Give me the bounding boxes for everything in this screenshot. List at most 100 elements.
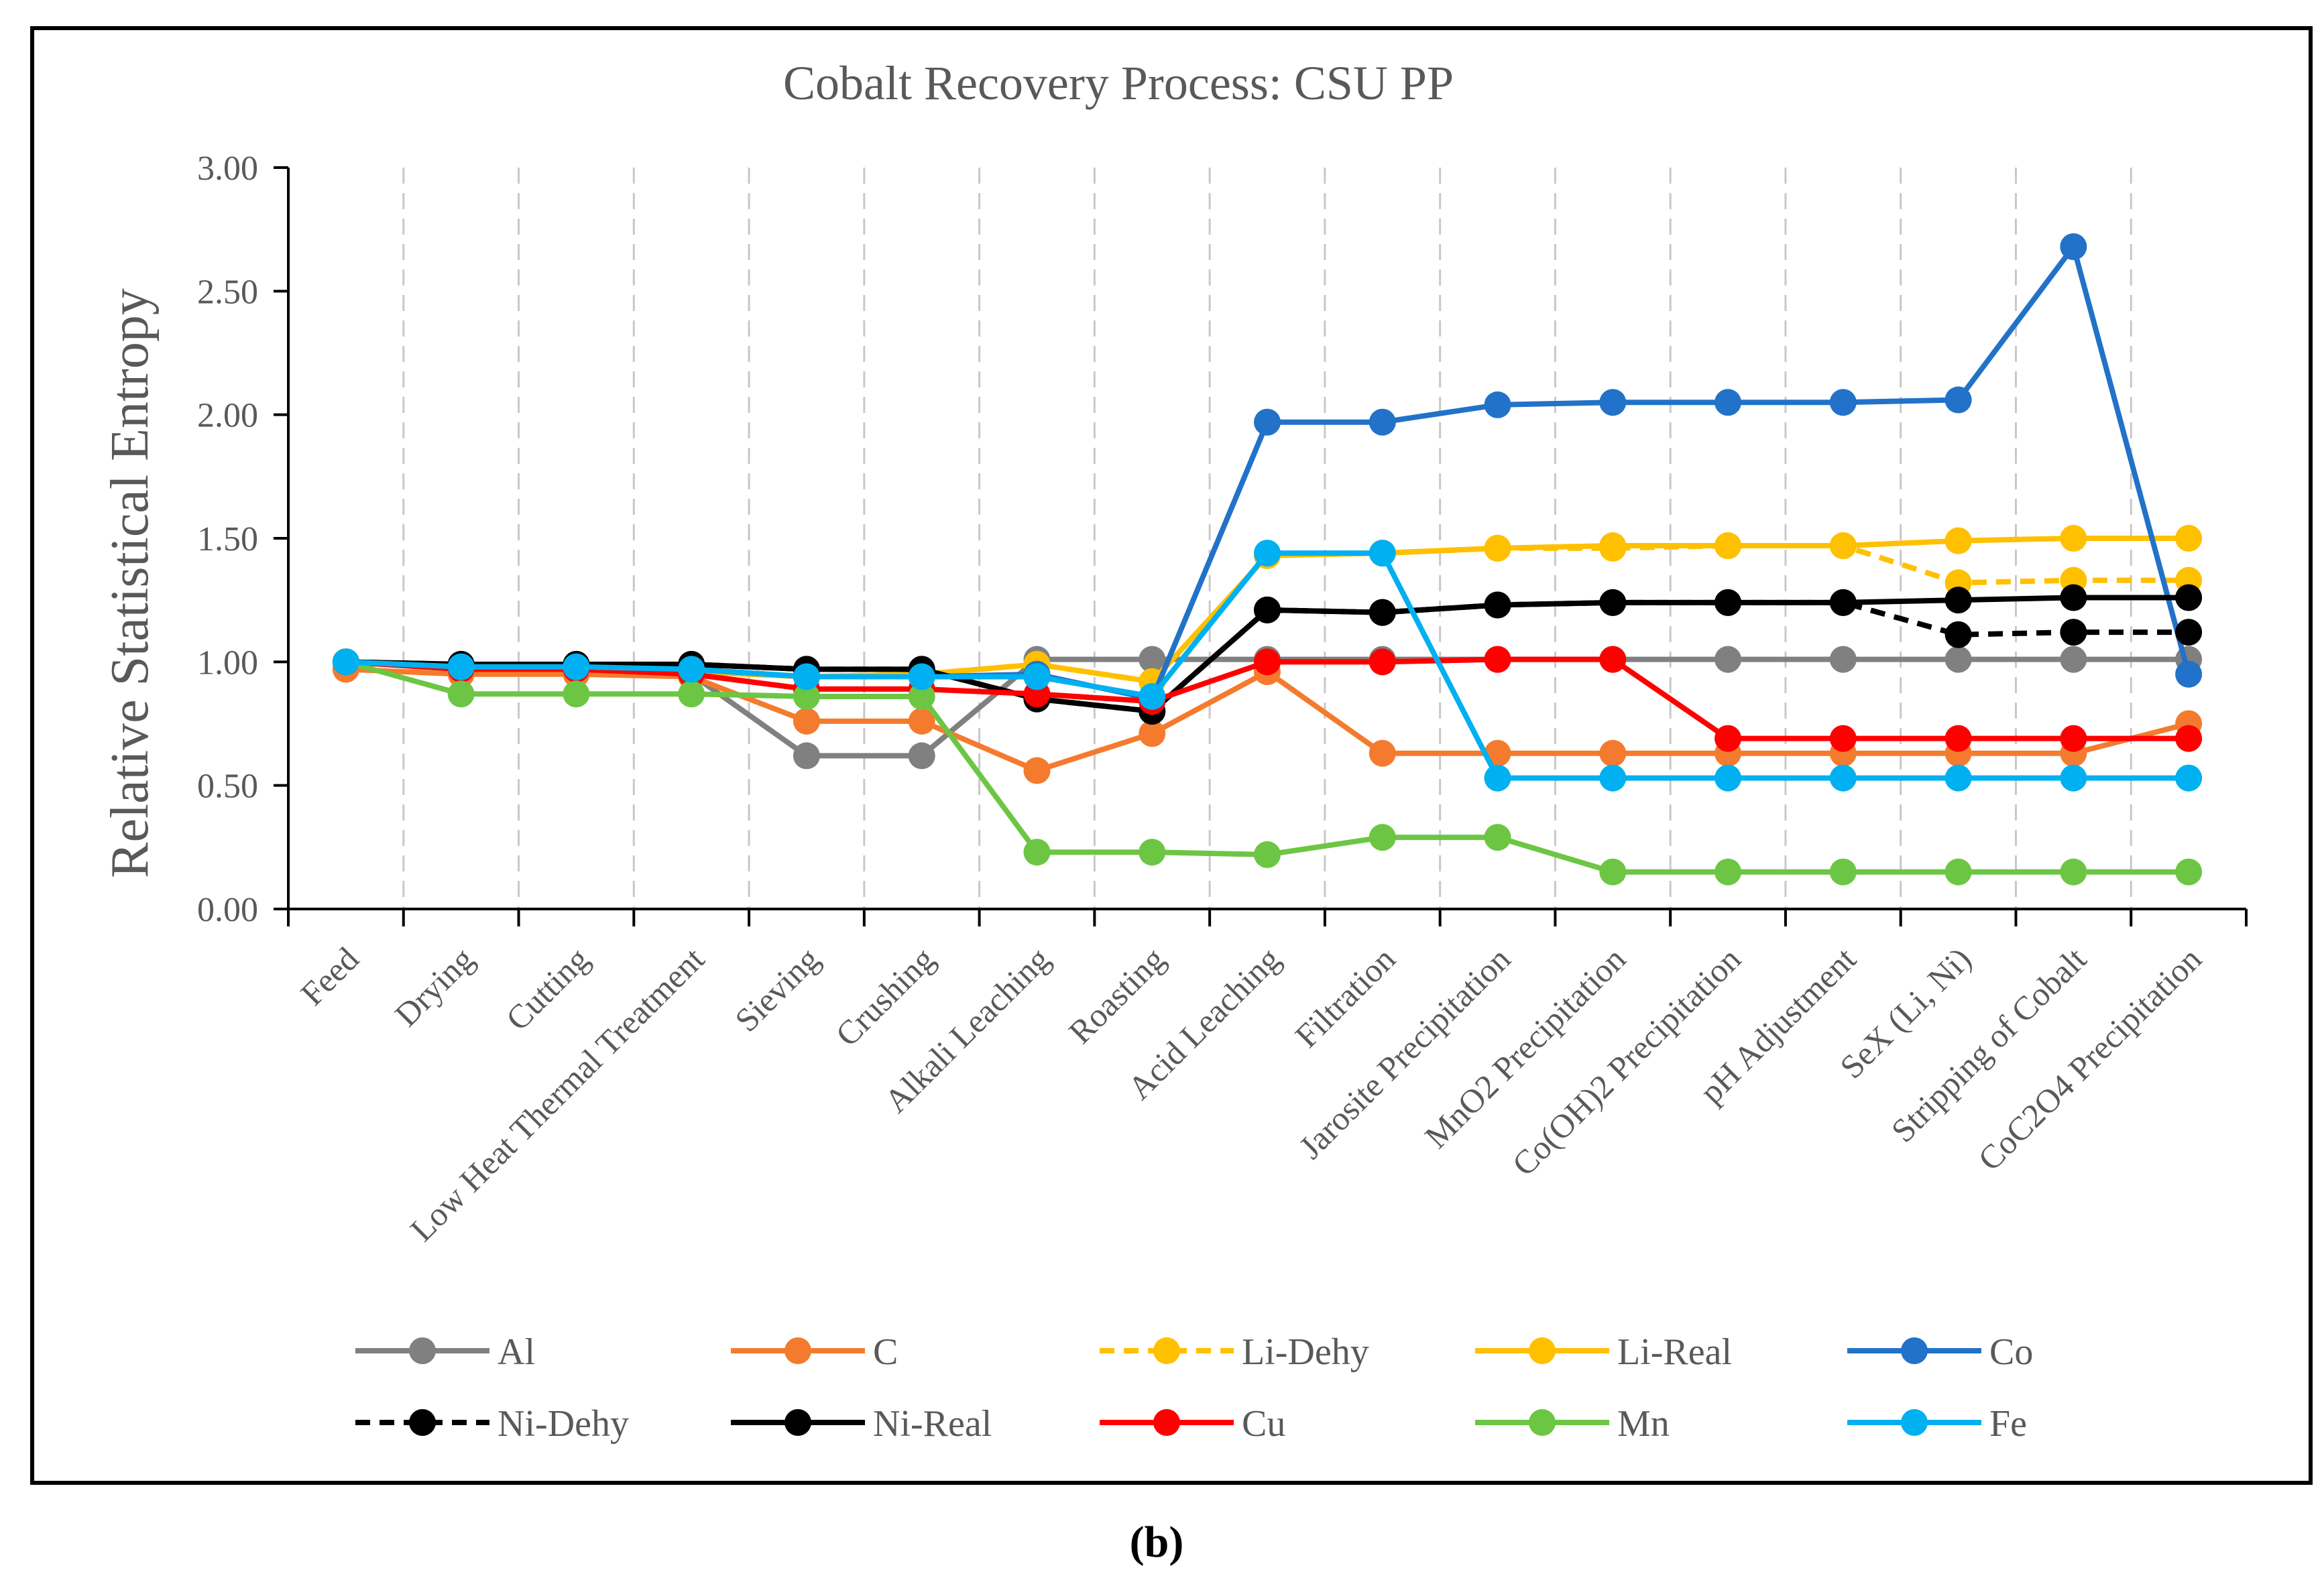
data-point — [1484, 824, 1511, 851]
data-point — [1369, 739, 1396, 767]
data-point — [1944, 527, 1972, 554]
legend-label: Ni-Dehy — [498, 1403, 629, 1445]
data-point — [1599, 646, 1627, 673]
legend-item-cu: Cu — [1100, 1403, 1285, 1445]
legend-label: Co — [1989, 1331, 2033, 1373]
legend-item-li-real: Li-Real — [1475, 1331, 1732, 1373]
data-point — [1369, 824, 1396, 851]
data-point — [2175, 619, 2203, 646]
data-point — [908, 707, 935, 735]
data-point — [447, 680, 475, 708]
data-point — [1829, 389, 1857, 416]
data-point — [1369, 540, 1396, 567]
data-point — [1944, 725, 1972, 752]
data-point — [1944, 858, 1972, 886]
data-point — [2060, 764, 2087, 792]
data-point — [1715, 858, 1742, 886]
legend-label: Mn — [1617, 1403, 1670, 1445]
legend-label: Fe — [1989, 1403, 2027, 1445]
data-point — [1599, 532, 1627, 560]
data-point — [2060, 525, 2087, 552]
data-point — [1715, 764, 1742, 792]
series-fe — [332, 540, 2203, 792]
data-point — [2060, 725, 2087, 752]
data-point — [1829, 589, 1857, 616]
data-point — [1829, 532, 1857, 560]
data-point — [2175, 764, 2203, 792]
data-point — [1023, 839, 1051, 866]
legend-item-mn: Mn — [1475, 1403, 1670, 1445]
data-point — [1599, 589, 1627, 616]
data-point — [1829, 764, 1857, 792]
y-tick-label: 0.50 — [197, 768, 258, 806]
data-point — [2060, 584, 2087, 611]
data-point — [1715, 532, 1742, 560]
data-point — [793, 742, 820, 770]
data-point — [332, 648, 359, 676]
series-line — [345, 599, 2189, 715]
legend-marker — [785, 1337, 811, 1364]
data-point — [1599, 764, 1627, 792]
data-point — [563, 680, 590, 708]
legend-label: Cu — [1242, 1403, 1285, 1445]
data-point — [2175, 660, 2203, 688]
legend-item-co: Co — [1847, 1331, 2033, 1373]
data-point — [1484, 764, 1511, 792]
legend-marker — [1153, 1409, 1180, 1436]
data-point — [1139, 646, 1166, 673]
legend-label: Li-Real — [1617, 1331, 1732, 1373]
data-point — [1944, 764, 1972, 792]
y-tick-label: 1.50 — [197, 520, 258, 558]
data-point — [1484, 391, 1511, 418]
data-point — [908, 682, 935, 710]
legend-marker — [1529, 1409, 1556, 1436]
y-tick-labels: 0.00 0.50 1.00 1.50 2.00 2.50 3.00 — [197, 149, 258, 929]
y-tick-label: 2.00 — [197, 397, 258, 435]
data-point — [1829, 725, 1857, 752]
data-point — [908, 663, 935, 690]
data-point — [2060, 619, 2087, 646]
data-point — [1369, 648, 1396, 676]
data-point — [1599, 389, 1627, 416]
data-point — [678, 680, 705, 708]
data-point — [1484, 591, 1511, 619]
legend-item-ni-dehy: Ni-Dehy — [355, 1403, 629, 1445]
data-series — [332, 233, 2203, 886]
data-point — [1944, 386, 1972, 414]
legend-marker — [1153, 1337, 1180, 1364]
legend-marker — [1529, 1337, 1556, 1364]
legend-item-li-dehy: Li-Dehy — [1100, 1331, 1369, 1373]
data-point — [1254, 408, 1281, 436]
legend-marker — [785, 1409, 811, 1436]
data-point — [1369, 599, 1396, 626]
y-axis-label: Relative Statistical Entropy — [101, 288, 160, 878]
y-tick-label: 3.00 — [197, 149, 258, 188]
data-point — [2060, 858, 2087, 886]
data-point — [1139, 682, 1166, 710]
y-tick-label: 2.50 — [197, 273, 258, 311]
figure-label: (b) — [1130, 1518, 1184, 1567]
data-point — [1023, 757, 1051, 784]
data-point — [1715, 389, 1742, 416]
data-point — [1254, 648, 1281, 676]
data-point — [1599, 739, 1627, 767]
legend-marker — [1901, 1409, 1928, 1436]
legend-marker — [409, 1409, 436, 1436]
legend-label: Li-Dehy — [1242, 1331, 1369, 1373]
data-point — [1599, 858, 1627, 886]
data-point — [793, 663, 820, 690]
y-tick-label: 0.00 — [197, 891, 258, 929]
data-point — [678, 656, 705, 683]
legend-item-c: C — [731, 1331, 898, 1373]
data-point — [2175, 584, 2203, 611]
data-point — [2175, 525, 2203, 552]
data-point — [1944, 621, 1972, 648]
data-point — [1829, 858, 1857, 886]
legend-label: Al — [498, 1331, 535, 1373]
data-point — [1715, 646, 1742, 673]
data-point — [1254, 540, 1281, 567]
chart-title: Cobalt Recovery Process: CSU PP — [783, 56, 1454, 110]
legend-label: Ni-Real — [873, 1403, 992, 1445]
